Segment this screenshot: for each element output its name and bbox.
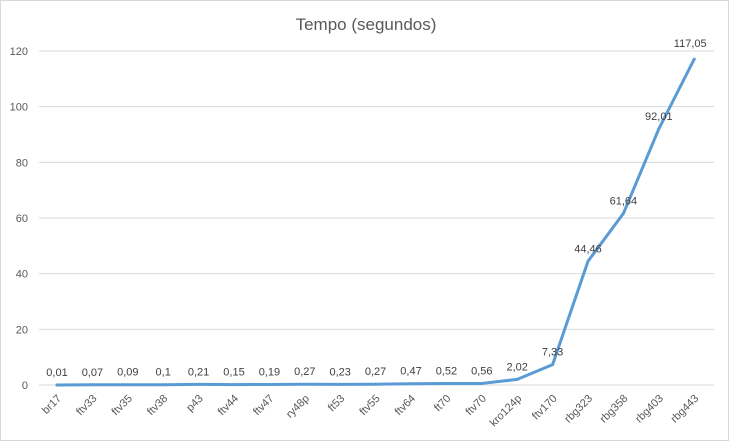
x-tick-label: ftv55: [357, 393, 382, 418]
y-tick-label: 20: [16, 324, 28, 336]
data-point: [551, 363, 555, 367]
data-labels: 0,01 0,07 0,09 0,1 0,21 0,15 0,19 0,27 0,23 0,27 0…: [46, 38, 706, 379]
x-tick-label: br17: [40, 393, 64, 417]
data-point: [338, 382, 342, 386]
x-tick-label: ftv35: [110, 393, 135, 418]
data-point: [303, 382, 307, 386]
data-point: [409, 382, 413, 386]
data-point: [480, 381, 484, 385]
x-tick-label: ftv44: [216, 393, 241, 418]
x-tick-label: ftv47: [251, 393, 276, 418]
data-point: [692, 57, 696, 61]
data-point: [515, 377, 519, 381]
x-tick-label: ftv70: [464, 393, 489, 418]
y-tick-label: 100: [10, 102, 28, 114]
data-point: [232, 383, 236, 387]
x-tick-label: ftv38: [145, 393, 170, 418]
y-tick-label: 0: [22, 380, 28, 392]
data-point: [161, 383, 165, 387]
series-line: [55, 57, 696, 387]
data-label: 0,27: [294, 366, 315, 378]
data-label: 0,19: [259, 366, 280, 378]
data-label: 0,47: [400, 366, 421, 378]
data-label: 61,64: [610, 195, 638, 207]
x-tick-label: ft70: [432, 393, 453, 414]
data-point: [621, 211, 625, 215]
data-point: [197, 382, 201, 386]
x-tick-label: rbg403: [633, 393, 666, 426]
data-point: [267, 382, 271, 386]
data-label: 0,56: [471, 365, 492, 377]
data-label: 0,52: [436, 366, 457, 378]
data-label: 0,09: [117, 367, 138, 379]
data-label: 92,01: [645, 111, 673, 123]
x-tick-label: rbg358: [598, 393, 631, 426]
x-tick-label: rbg443: [669, 393, 702, 426]
data-label: 0,01: [46, 367, 67, 379]
x-tick-label: rbg323: [562, 393, 595, 426]
gridlines: [39, 50, 714, 386]
y-tick-label: 60: [16, 213, 28, 225]
data-point: [444, 382, 448, 386]
x-tick-label: ftv170: [530, 393, 560, 423]
y-tick-label: 120: [10, 46, 28, 58]
x-tick-label: kro124p: [488, 393, 525, 430]
data-label: 0,1: [156, 367, 171, 379]
y-axis-ticks: 0 20 40 60 80 100 120: [10, 46, 28, 392]
data-point: [374, 382, 378, 386]
data-label: 0,27: [365, 366, 386, 378]
data-point: [657, 127, 661, 131]
data-point: [586, 259, 590, 263]
data-point: [90, 383, 94, 387]
y-tick-label: 80: [16, 157, 28, 169]
x-tick-label: p43: [184, 393, 205, 414]
data-point: [55, 383, 59, 387]
x-tick-label: ft53: [326, 393, 347, 414]
chart-title: Tempo (segundos): [296, 15, 437, 34]
data-label: 44,46: [574, 243, 602, 255]
data-point: [126, 383, 130, 387]
data-label: 0,21: [188, 366, 209, 378]
data-label: 0,15: [223, 367, 244, 379]
data-label: 0,23: [329, 366, 350, 378]
data-label: 7,33: [542, 347, 563, 359]
data-label: 117,05: [674, 38, 707, 50]
series-layer: [55, 57, 696, 387]
x-tick-label: ftv33: [74, 393, 99, 418]
data-label: 2,02: [506, 361, 527, 373]
x-tick-label: ry48p: [284, 393, 312, 421]
y-tick-label: 40: [16, 269, 28, 281]
data-label: 0,07: [82, 367, 103, 379]
x-axis-ticks: br17 ftv33 ftv35 ftv38 p43 ftv44 ftv47 ry48p ft5…: [40, 393, 701, 430]
x-tick-label: ftv64: [393, 393, 418, 418]
